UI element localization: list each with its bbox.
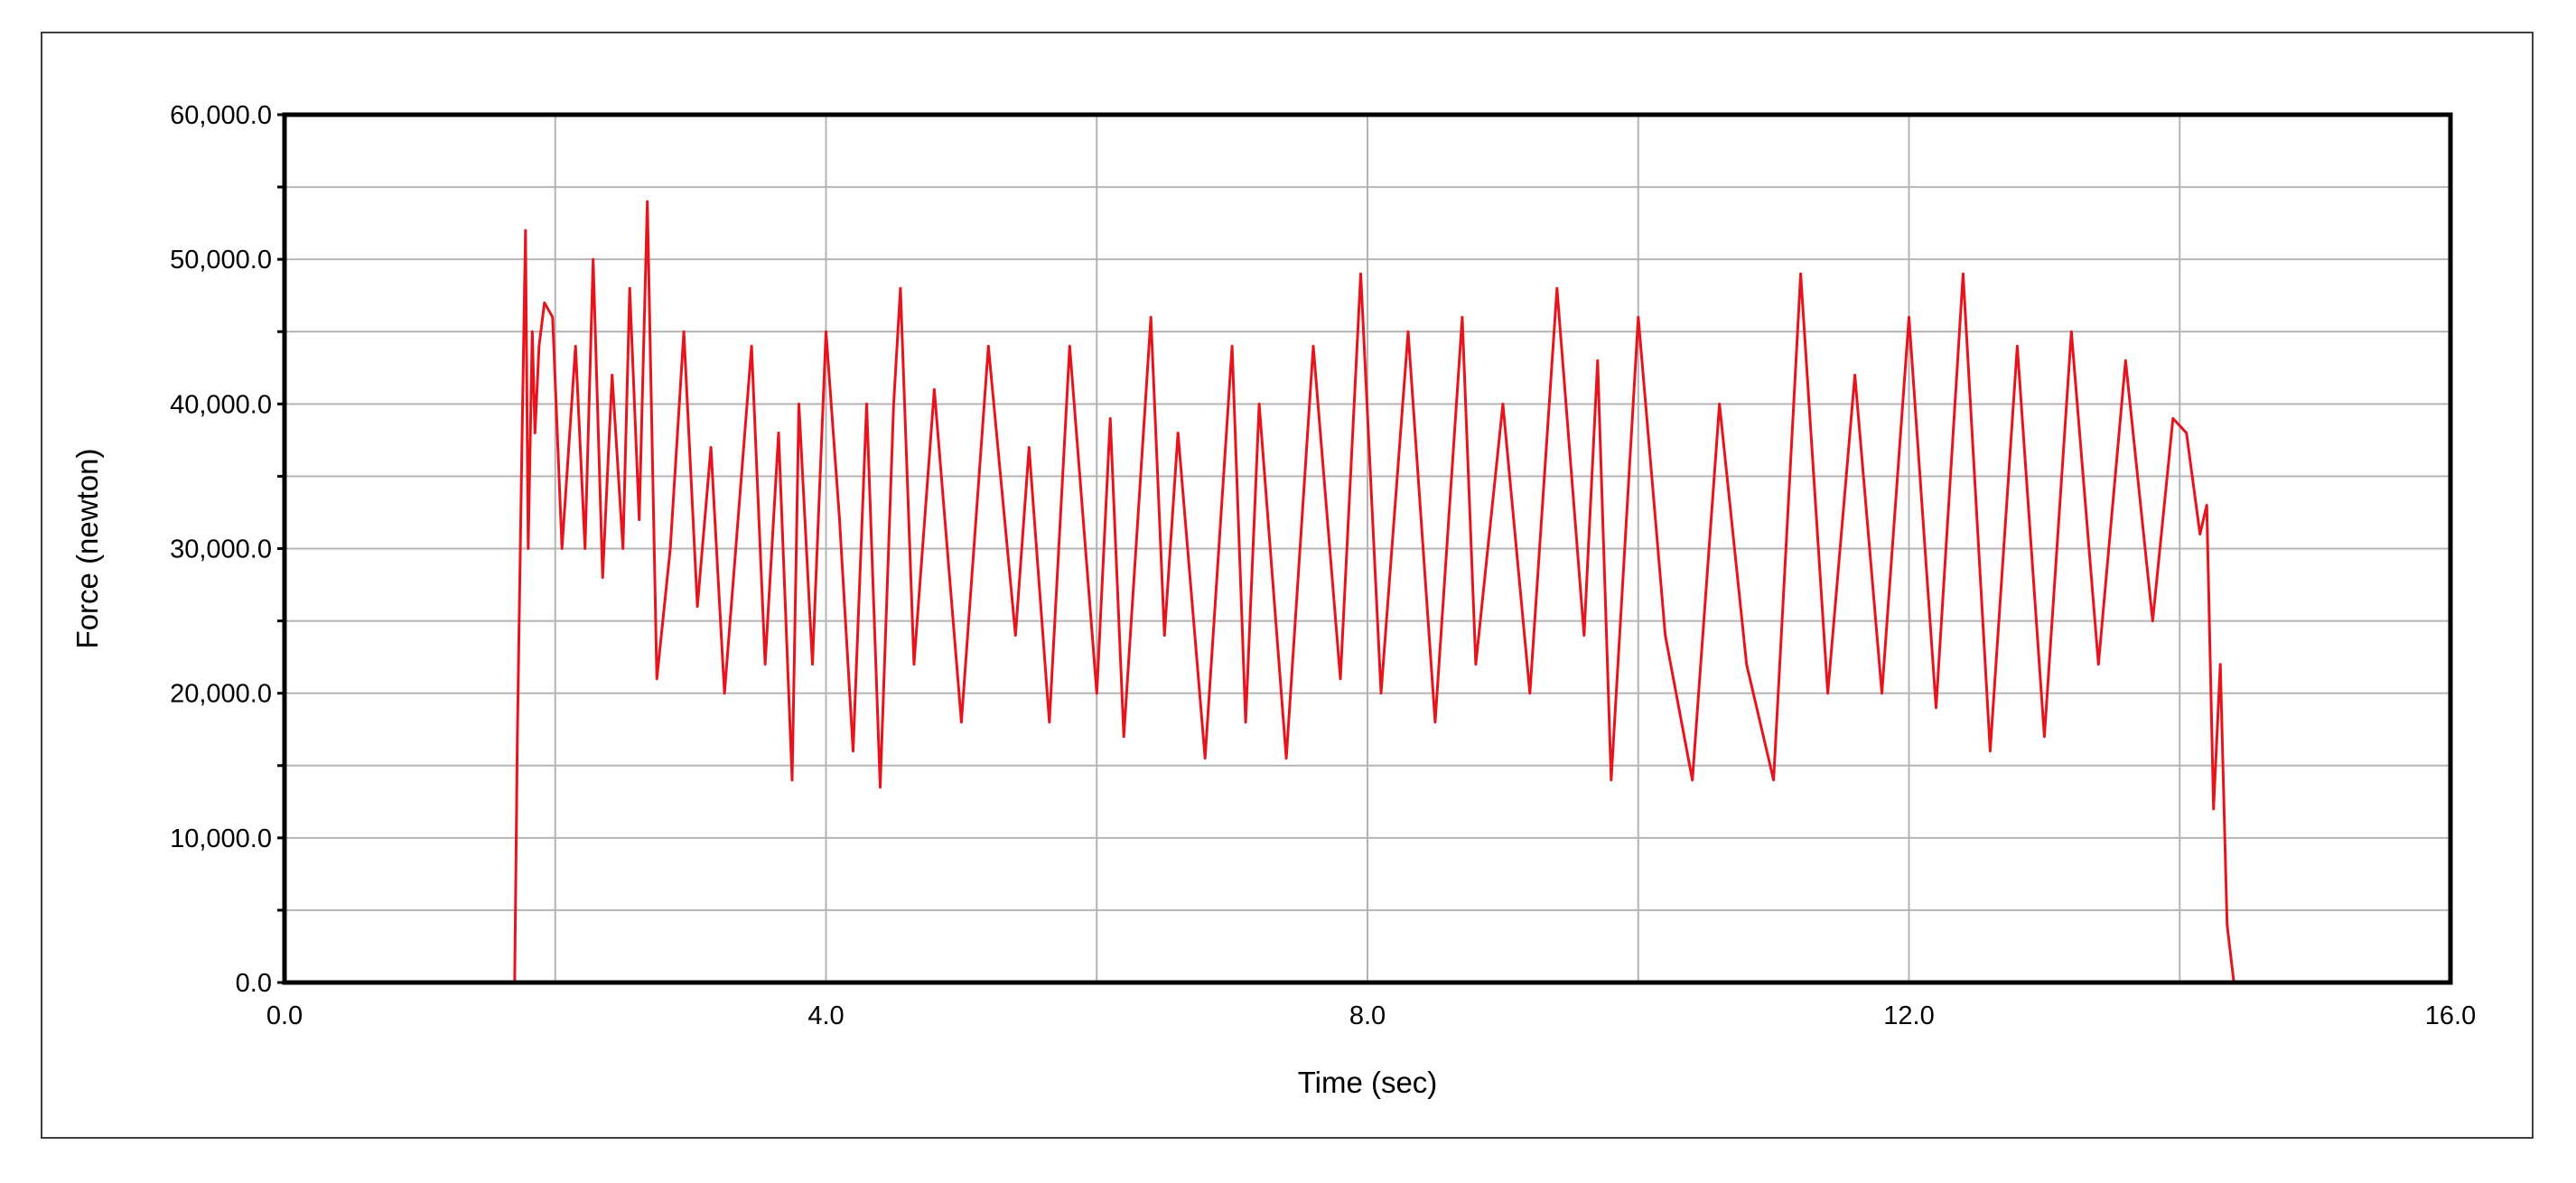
series-line-1 [285,200,2450,984]
y-tick-labels: 0.0 10,000.0 20,000.0 30,000.0 40,000.0 50,00… [170,101,272,998]
x-tick-label: 0.0 [266,1001,303,1030]
x-axis-title: Time (sec) [1298,1066,1438,1099]
y-axis-title: Force (newton) [70,449,104,649]
chart-frame [41,32,2534,1139]
y-tick-label: 10,000.0 [170,824,272,853]
x-tick-label: 12.0 [1883,1001,1934,1030]
y-tick-label: 60,000.0 [170,101,272,130]
x-tick-label: 16.0 [2425,1001,2476,1030]
plot-area [282,112,2453,985]
y-tick-label: 20,000.0 [170,680,272,709]
series-group [285,200,2450,984]
y-tick-label: 30,000.0 [170,536,272,564]
y-tick-label: 50,000.0 [170,246,272,275]
x-tick-label: 4.0 [807,1001,844,1030]
y-tick-label: 0.0 [236,969,272,998]
x-tick-labels: 0.0 4.0 8.0 12.0 16.0 [266,1001,2476,1030]
y-tick-label: 40,000.0 [170,390,272,419]
grid [285,115,2450,983]
x-tick-label: 8.0 [1349,1001,1386,1030]
